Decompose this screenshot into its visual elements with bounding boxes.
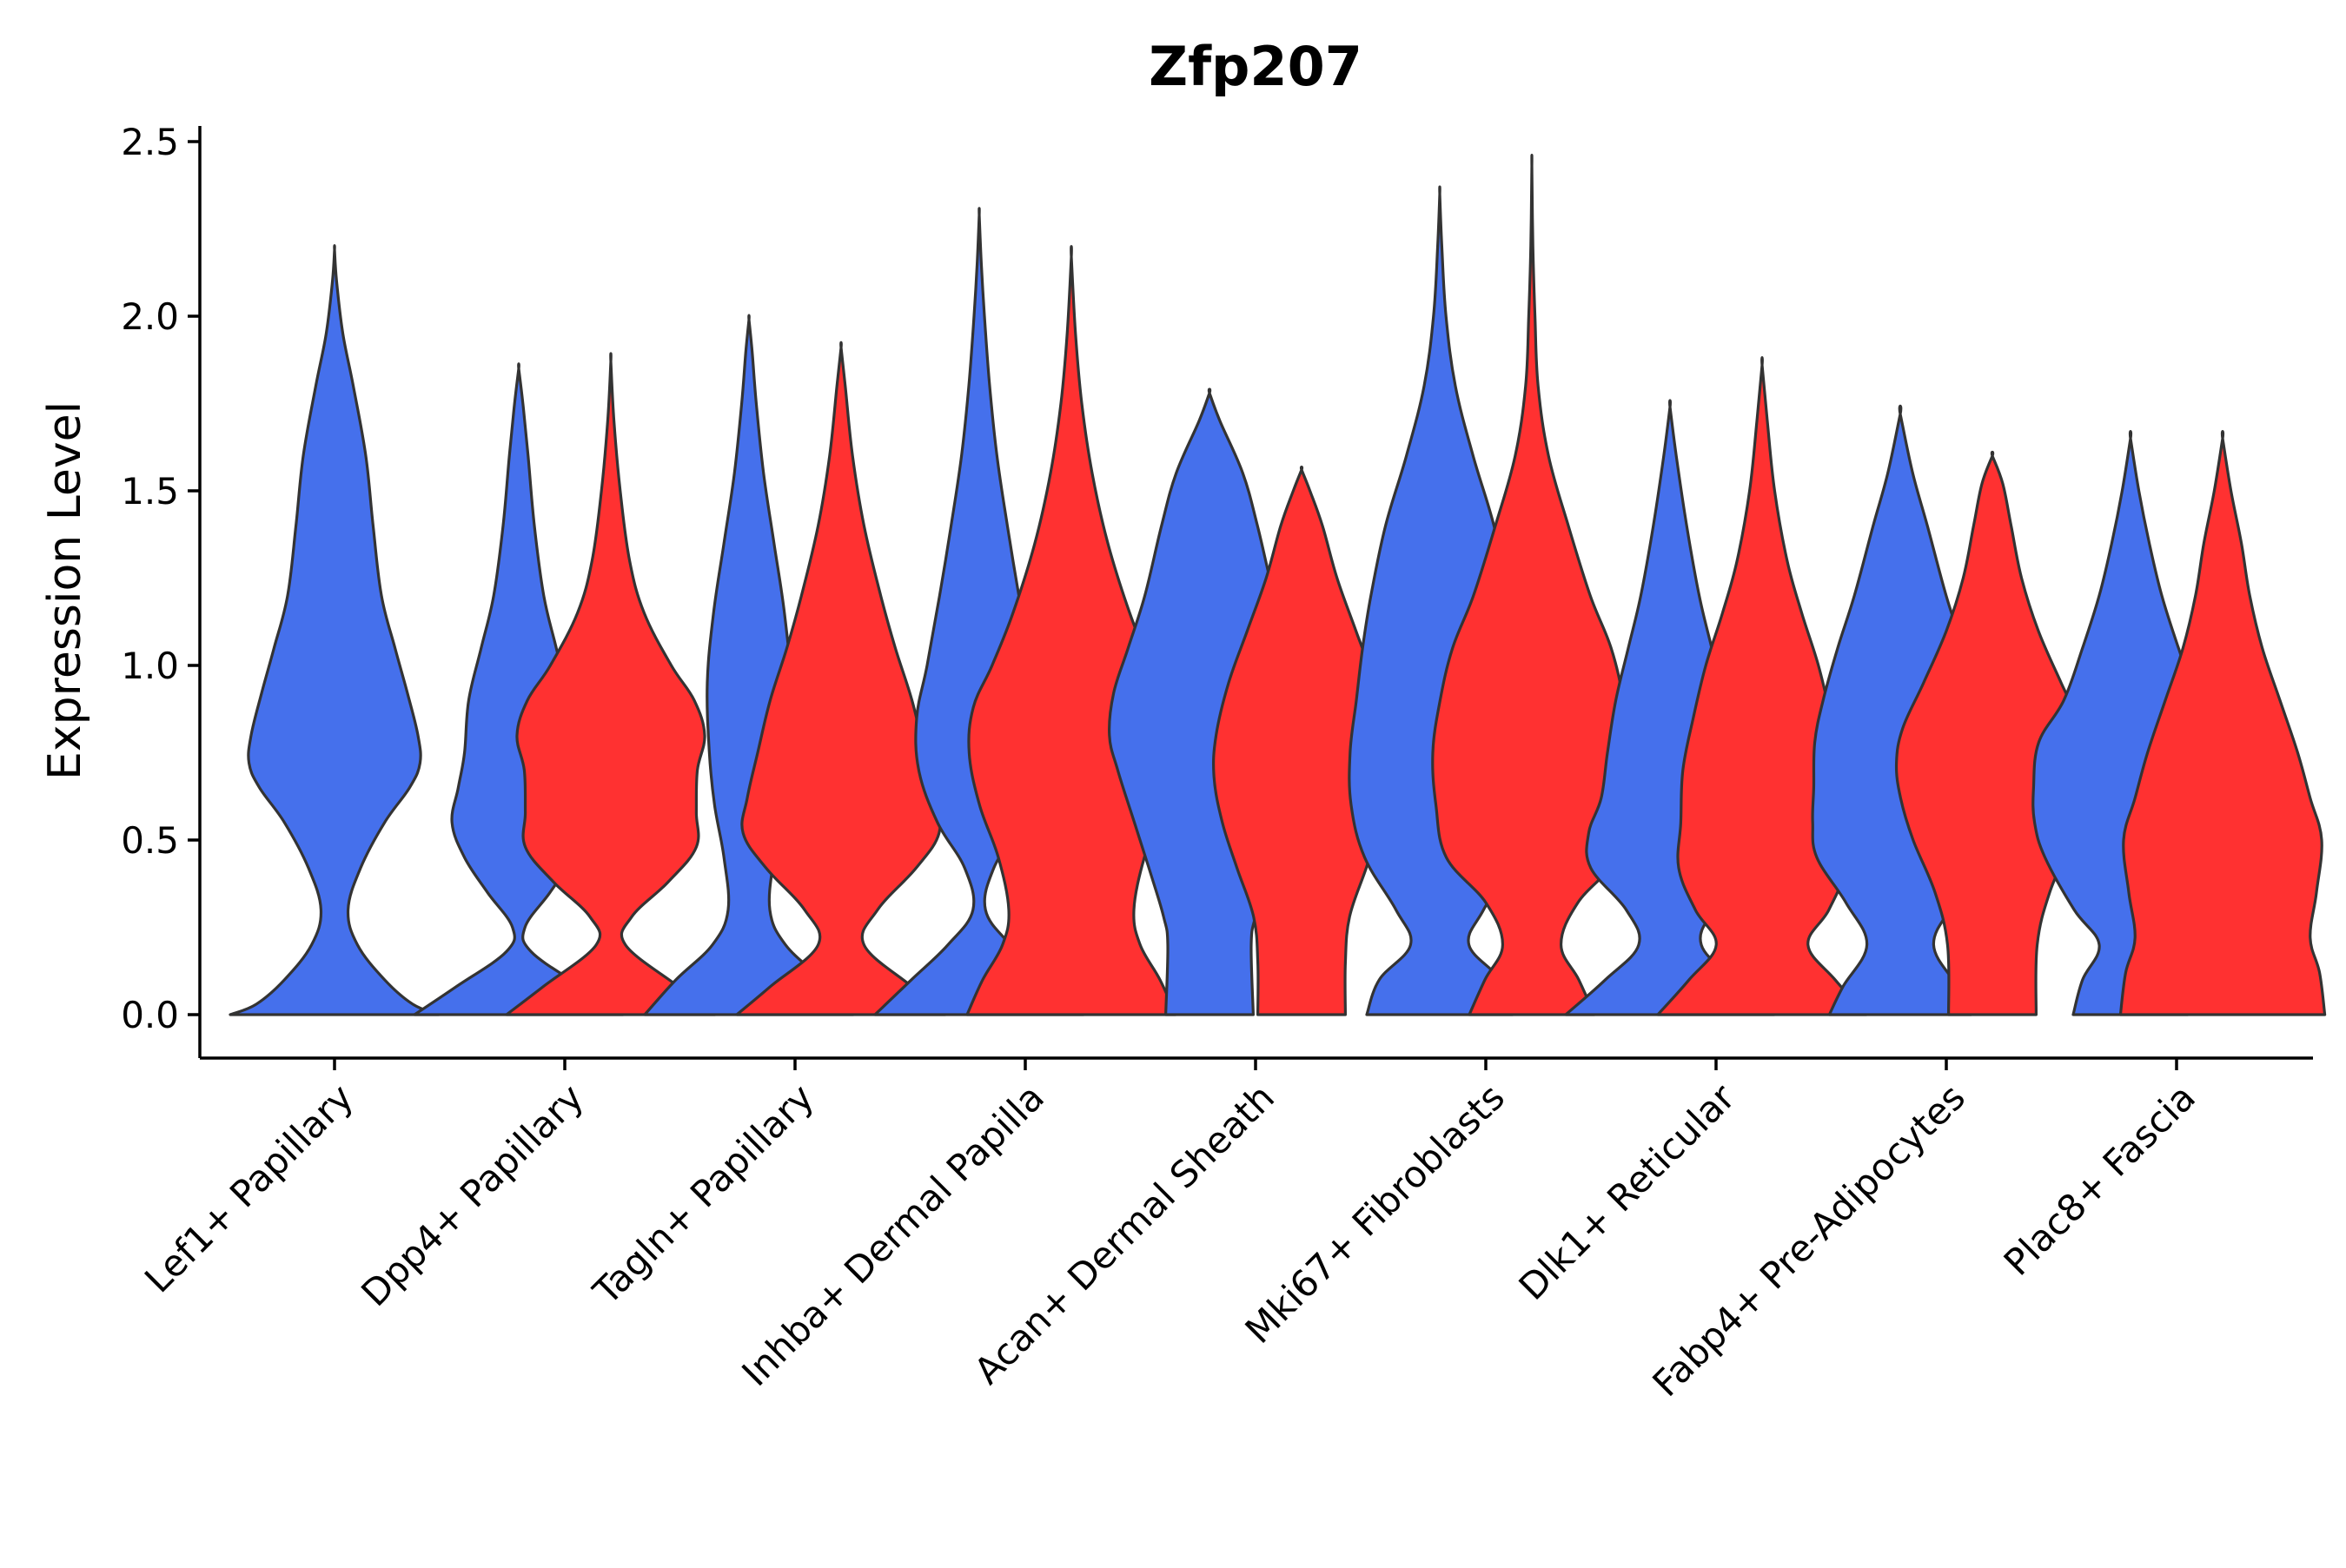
- x-tick-label: Tagln+ Papillary: [585, 1075, 822, 1313]
- y-tick-label: 1.0: [121, 645, 179, 687]
- violin-red-3: [505, 352, 717, 1016]
- x-tick-label: Lef1+ Papillary: [136, 1075, 361, 1300]
- violins-layer: [229, 154, 2327, 1016]
- y-tick-label: 0.5: [121, 819, 179, 862]
- violin-red-17: [2118, 429, 2327, 1016]
- x-tick-label: Dlk1+ Reticular: [1511, 1075, 1744, 1308]
- chart-title: Zfp207: [1149, 35, 1362, 98]
- y-axis-label: Expression Level: [39, 401, 91, 780]
- x-tick-label: Dpp4+ Papillary: [353, 1075, 592, 1314]
- violin-blue-1: [229, 244, 441, 1016]
- violin-red-5: [735, 341, 947, 1016]
- y-tick-label: 1.5: [121, 470, 179, 513]
- y-ticks-layer: 0.0 0.5 1.0 1.5 2.0 2.5: [121, 121, 200, 1036]
- y-tick-label: 2.5: [121, 121, 179, 163]
- y-tick-label: 0.0: [121, 994, 179, 1036]
- x-tick-label: Plac8+ Fascia: [1996, 1075, 2204, 1283]
- x-tick-label: Mki67+ Fibroblasts: [1237, 1075, 1513, 1351]
- y-tick-label: 2.0: [121, 295, 179, 338]
